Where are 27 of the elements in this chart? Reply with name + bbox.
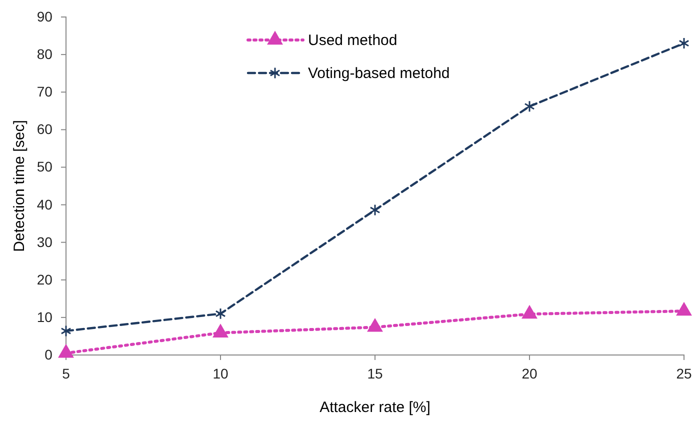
- y-tick-label: 80: [36, 46, 53, 62]
- x-tick-label: 10: [212, 365, 228, 382]
- point: [678, 37, 690, 50]
- y-tick-label: 90: [36, 8, 53, 24]
- x-tick-label: 25: [676, 365, 692, 382]
- y-tick-label: 10: [36, 308, 53, 325]
- point: [58, 344, 74, 358]
- point: [212, 324, 228, 338]
- y-tick-label: 0: [44, 346, 53, 362]
- y-tick-label: 50: [36, 158, 53, 175]
- y-axis-title: Detection time [sec]: [11, 120, 28, 252]
- y-tick-label: 60: [36, 121, 53, 138]
- legend-label: Voting-based metohd: [308, 65, 450, 82]
- y-tick-label: 20: [36, 271, 53, 288]
- x-tick-label: 5: [62, 365, 70, 382]
- legend-label: Used method: [308, 32, 398, 49]
- x-axis-title: Attacker rate [%]: [320, 399, 430, 416]
- x-tick-label: 20: [522, 365, 538, 382]
- point: [524, 100, 535, 112]
- point: [676, 302, 692, 316]
- point: [522, 304, 538, 319]
- y-tick-label: 70: [36, 84, 53, 100]
- y-tick-label: 40: [36, 196, 53, 212]
- point: [370, 204, 380, 216]
- y-tick-label: 30: [36, 234, 53, 250]
- point: [367, 318, 383, 332]
- x-tick-label: 15: [367, 365, 383, 382]
